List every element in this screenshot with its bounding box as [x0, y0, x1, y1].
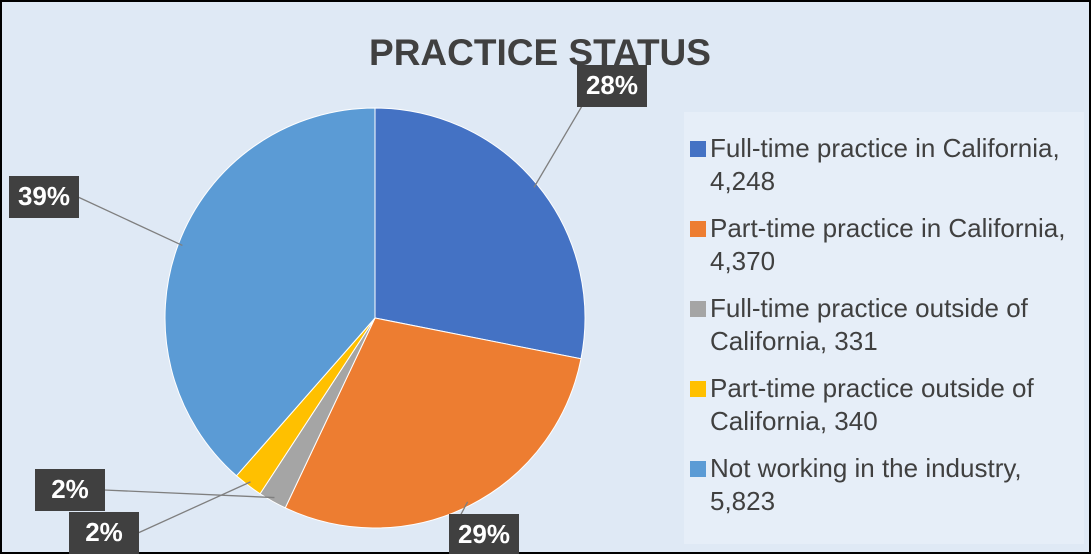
legend-swatch	[690, 141, 706, 157]
legend-item: Full-time practice outside of California…	[690, 292, 1084, 358]
leader-line	[103, 489, 275, 499]
data-label: 2%	[51, 474, 89, 504]
legend-item: Part-time practice outside of California…	[690, 372, 1084, 438]
label-box	[577, 65, 647, 107]
legend-item: Not working in the industry, 5,823	[690, 452, 1084, 518]
legend-label: Part-time practice outside of California…	[710, 373, 1034, 436]
label-box	[449, 514, 519, 554]
pie-slice	[374, 107, 586, 360]
data-label: 28%	[586, 70, 638, 100]
data-label: 29%	[458, 519, 510, 549]
leader-line	[77, 196, 183, 247]
data-label: 2%	[85, 517, 123, 547]
legend-label: Full-time practice in California, 4,248	[710, 133, 1060, 196]
legend-label: Full-time practice outside of California…	[710, 293, 1028, 356]
leader-line	[137, 481, 251, 534]
legend-swatch	[690, 381, 706, 397]
label-box	[69, 512, 139, 554]
pie-slice	[284, 317, 582, 529]
legend: Full-time practice in California, 4,248 P…	[684, 112, 1084, 544]
legend-item: Full-time practice in California, 4,248	[690, 132, 1084, 198]
chart-title: PRACTICE STATUS	[369, 32, 711, 73]
legend-swatch	[690, 301, 706, 317]
legend-label: Part-time practice in California, 4,370	[710, 213, 1066, 276]
legend-swatch	[690, 461, 706, 477]
leader-line	[533, 105, 583, 188]
legend-swatch	[690, 221, 706, 237]
legend-item: Part-time practice in California, 4,370	[690, 212, 1084, 278]
label-box	[35, 469, 105, 511]
data-label: 39%	[18, 181, 70, 211]
label-box	[9, 176, 79, 218]
legend-label: Not working in the industry, 5,823	[710, 453, 1022, 516]
